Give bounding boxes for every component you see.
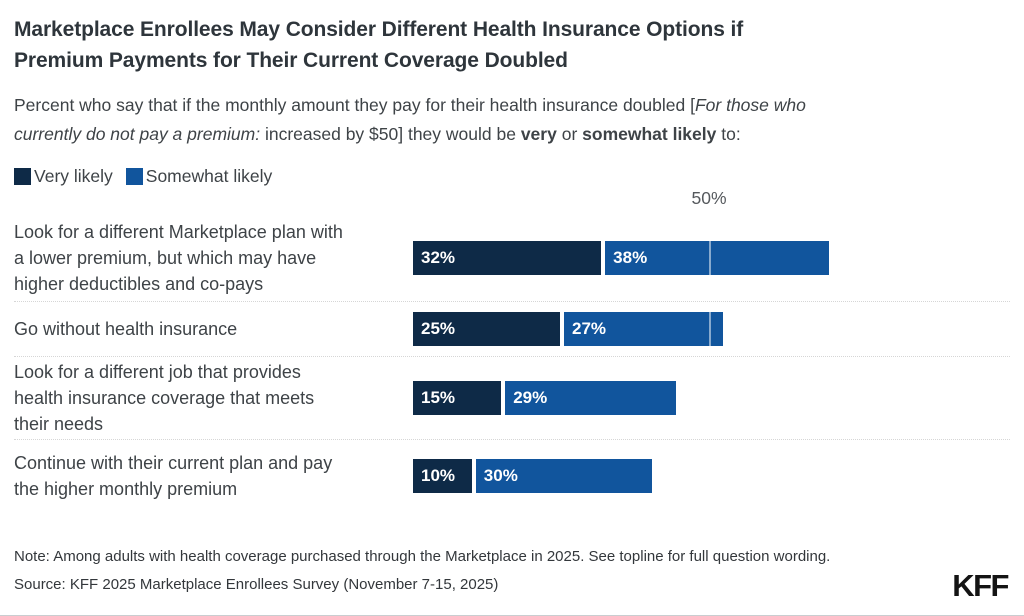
bar-segment-very-likely: 15% — [413, 381, 502, 415]
subtitle-segment: For those who currently do not pay a pre… — [14, 95, 806, 144]
subtitle-segment: somewhat likely — [582, 123, 717, 144]
legend-swatch-somewhat-likely — [125, 168, 143, 185]
subtitle-segment: Percent who say that if the monthly amou… — [14, 95, 695, 115]
bar-segment-very-likely: 25% — [413, 312, 560, 346]
bar-value-label: 30% — [483, 466, 518, 485]
subtitle-segment: very — [520, 123, 557, 144]
category-label: Look for a different Marketplace plan wi… — [14, 222, 343, 294]
kff-logo: KFF — [952, 568, 1009, 603]
bar-value-label: 29% — [513, 388, 548, 407]
legend: Very likely Somewhat likely — [14, 166, 272, 187]
category-label: Go without health insurance — [14, 319, 238, 339]
legend-label: Very likely — [34, 166, 113, 186]
category-label: Continue with their current plan and pay… — [14, 453, 333, 499]
bar-value-label: 15% — [421, 388, 456, 407]
axis-label-50: 50% — [691, 188, 727, 208]
bar-value-label: 32% — [421, 248, 456, 267]
chart-row: Continue with their current plan and pay… — [14, 440, 1010, 512]
bar-segment-somewhat-likely: 29% — [505, 381, 676, 415]
chart: 50% Look for a different Marketplace pla… — [14, 188, 1010, 512]
chart-row: Look for a different Marketplace plan wi… — [14, 215, 1010, 302]
subtitle-segment: increased by $50] they would be — [260, 123, 521, 144]
subtitle-segment: to: — [716, 123, 741, 144]
legend-swatch-very-likely — [14, 168, 31, 185]
gridline-50pct — [709, 312, 711, 346]
subtitle-segment: or — [556, 123, 583, 144]
footnote: Note: Among adults with health coverage … — [14, 548, 831, 565]
page-title: Marketplace Enrollees May Consider Diffe… — [14, 14, 743, 76]
bar-segment-very-likely: 32% — [413, 241, 602, 275]
title-line-2: Premium Payments for Their Current Cover… — [14, 49, 568, 72]
title-line-1: Marketplace Enrollees May Consider Diffe… — [14, 18, 744, 41]
bar-segment-very-likely: 10% — [413, 459, 472, 493]
bar-group: 15% 29% — [413, 381, 676, 415]
subtitle: Percent who say that if the monthly amou… — [14, 91, 806, 148]
chart-row: Look for a different job that provides h… — [14, 357, 1010, 440]
bar-value-label: 25% — [421, 319, 456, 338]
bar-segment-somewhat-likely: 38% — [605, 241, 829, 275]
chart-row: Go without health insurance 25% 27% — [14, 302, 1010, 357]
bar-segment-somewhat-likely: 30% — [475, 459, 653, 493]
bar-group: 10% 30% — [413, 459, 653, 493]
bar-value-label: 10% — [421, 466, 456, 485]
source-line: Source: KFF 2025 Marketplace Enrollees S… — [14, 576, 499, 593]
bar-segment-somewhat-likely: 27% — [564, 312, 723, 346]
bar-group: 32% 38% — [413, 241, 829, 275]
category-label: Look for a different job that provides h… — [14, 362, 315, 434]
bar-group: 25% 27% — [413, 312, 723, 346]
gridline-50pct — [709, 241, 711, 275]
legend-item-somewhat-likely: Somewhat likely — [125, 166, 273, 187]
legend-label: Somewhat likely — [145, 166, 273, 186]
legend-item-very-likely: Very likely — [14, 166, 113, 187]
bar-value-label: 38% — [613, 248, 648, 267]
bar-value-label: 27% — [572, 319, 607, 338]
